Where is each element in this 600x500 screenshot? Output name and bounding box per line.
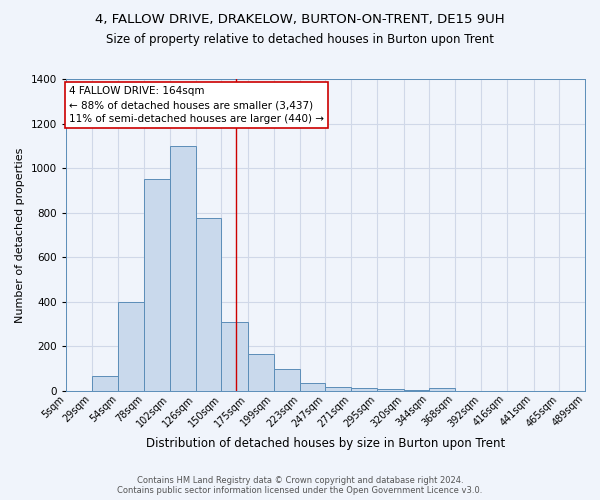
Bar <box>430 388 455 391</box>
Bar <box>118 302 144 391</box>
Bar <box>274 368 299 391</box>
X-axis label: Distribution of detached houses by size in Burton upon Trent: Distribution of detached houses by size … <box>146 437 505 450</box>
Bar <box>248 354 274 391</box>
Bar <box>404 390 430 391</box>
Text: 4, FALLOW DRIVE, DRAKELOW, BURTON-ON-TRENT, DE15 9UH: 4, FALLOW DRIVE, DRAKELOW, BURTON-ON-TRE… <box>95 12 505 26</box>
Bar <box>196 218 221 391</box>
Bar <box>170 146 196 391</box>
Bar <box>144 180 170 391</box>
Text: Contains HM Land Registry data © Crown copyright and database right 2024.: Contains HM Land Registry data © Crown c… <box>137 476 463 485</box>
Text: 4 FALLOW DRIVE: 164sqm
← 88% of detached houses are smaller (3,437)
11% of semi-: 4 FALLOW DRIVE: 164sqm ← 88% of detached… <box>69 86 324 124</box>
Bar <box>325 388 351 391</box>
Bar <box>92 376 118 391</box>
Bar <box>299 382 325 391</box>
Y-axis label: Number of detached properties: Number of detached properties <box>15 148 25 322</box>
Text: Size of property relative to detached houses in Burton upon Trent: Size of property relative to detached ho… <box>106 32 494 46</box>
Text: Contains public sector information licensed under the Open Government Licence v3: Contains public sector information licen… <box>118 486 482 495</box>
Bar <box>221 322 248 391</box>
Bar <box>351 388 377 391</box>
Bar <box>377 389 404 391</box>
